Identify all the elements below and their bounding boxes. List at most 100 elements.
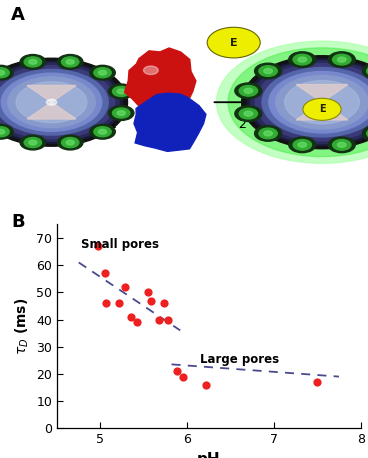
Point (122, 283, 128, 290)
Text: E: E (230, 38, 237, 48)
Circle shape (113, 108, 130, 118)
Circle shape (24, 137, 42, 147)
Text: 1: 1 (108, 118, 116, 131)
Point (95, 242, 101, 250)
Point (128, 313, 134, 321)
Circle shape (57, 55, 83, 69)
Circle shape (259, 65, 277, 76)
Polygon shape (296, 84, 348, 102)
Circle shape (0, 63, 119, 142)
Circle shape (66, 140, 74, 145)
Point (203, 381, 209, 388)
Point (314, 378, 320, 386)
Circle shape (90, 125, 115, 139)
Circle shape (0, 65, 13, 80)
Circle shape (337, 57, 346, 62)
Circle shape (16, 82, 87, 123)
Point (161, 300, 167, 307)
Text: E: E (319, 104, 325, 114)
Circle shape (20, 135, 46, 150)
Circle shape (0, 70, 108, 135)
Circle shape (99, 130, 107, 134)
Text: A: A (11, 6, 25, 24)
Circle shape (276, 76, 368, 129)
Circle shape (144, 66, 158, 75)
Polygon shape (27, 86, 76, 102)
Circle shape (293, 55, 311, 65)
Circle shape (61, 57, 79, 67)
Circle shape (255, 64, 368, 141)
Circle shape (255, 63, 282, 79)
Circle shape (328, 52, 355, 67)
Circle shape (264, 69, 272, 73)
Text: Small pores: Small pores (81, 238, 159, 251)
Circle shape (216, 41, 368, 164)
Circle shape (328, 137, 355, 153)
Circle shape (0, 65, 115, 139)
Circle shape (57, 135, 83, 150)
Text: 2: 2 (238, 118, 246, 131)
Circle shape (46, 99, 57, 105)
Circle shape (298, 142, 307, 147)
Circle shape (90, 65, 115, 80)
Circle shape (117, 111, 125, 115)
Circle shape (113, 87, 130, 97)
Circle shape (1, 73, 102, 131)
Circle shape (264, 131, 272, 136)
Point (165, 316, 171, 323)
Text: B: B (11, 213, 25, 231)
Point (117, 300, 123, 307)
Point (103, 300, 109, 307)
Point (156, 316, 162, 323)
Circle shape (247, 59, 368, 146)
Circle shape (293, 140, 311, 150)
Circle shape (0, 58, 127, 146)
Point (102, 270, 108, 277)
Y-axis label: $\tau_{D}$ (ms): $\tau_{D}$ (ms) (13, 298, 31, 355)
Circle shape (0, 125, 13, 139)
Circle shape (259, 128, 277, 139)
Circle shape (0, 68, 9, 78)
Circle shape (0, 61, 122, 143)
Circle shape (244, 111, 253, 116)
Circle shape (24, 57, 42, 67)
Polygon shape (134, 93, 206, 152)
Circle shape (298, 57, 307, 62)
Circle shape (367, 128, 368, 139)
Circle shape (109, 84, 134, 99)
Circle shape (367, 65, 368, 76)
Circle shape (94, 68, 111, 78)
Point (174, 367, 180, 375)
Circle shape (235, 83, 262, 98)
Circle shape (239, 109, 258, 119)
Point (148, 297, 154, 304)
Circle shape (20, 55, 46, 69)
X-axis label: pH: pH (197, 452, 221, 458)
Circle shape (333, 140, 351, 150)
Circle shape (362, 63, 368, 79)
Point (145, 289, 151, 296)
Circle shape (337, 142, 346, 147)
Circle shape (284, 81, 360, 124)
Circle shape (262, 67, 368, 137)
Circle shape (289, 52, 316, 67)
Circle shape (316, 99, 328, 105)
Circle shape (362, 125, 368, 141)
Circle shape (207, 27, 260, 58)
Circle shape (239, 86, 258, 96)
Point (180, 373, 186, 380)
Point (134, 319, 140, 326)
Polygon shape (296, 102, 348, 120)
Polygon shape (124, 48, 196, 111)
Circle shape (99, 71, 107, 75)
Circle shape (94, 127, 111, 137)
Circle shape (289, 137, 316, 153)
Circle shape (29, 140, 37, 145)
Circle shape (0, 130, 4, 134)
Circle shape (255, 125, 282, 141)
Circle shape (0, 127, 9, 137)
Circle shape (0, 71, 4, 75)
Circle shape (242, 56, 368, 149)
Circle shape (109, 106, 134, 120)
Text: Large pores: Large pores (200, 354, 279, 366)
